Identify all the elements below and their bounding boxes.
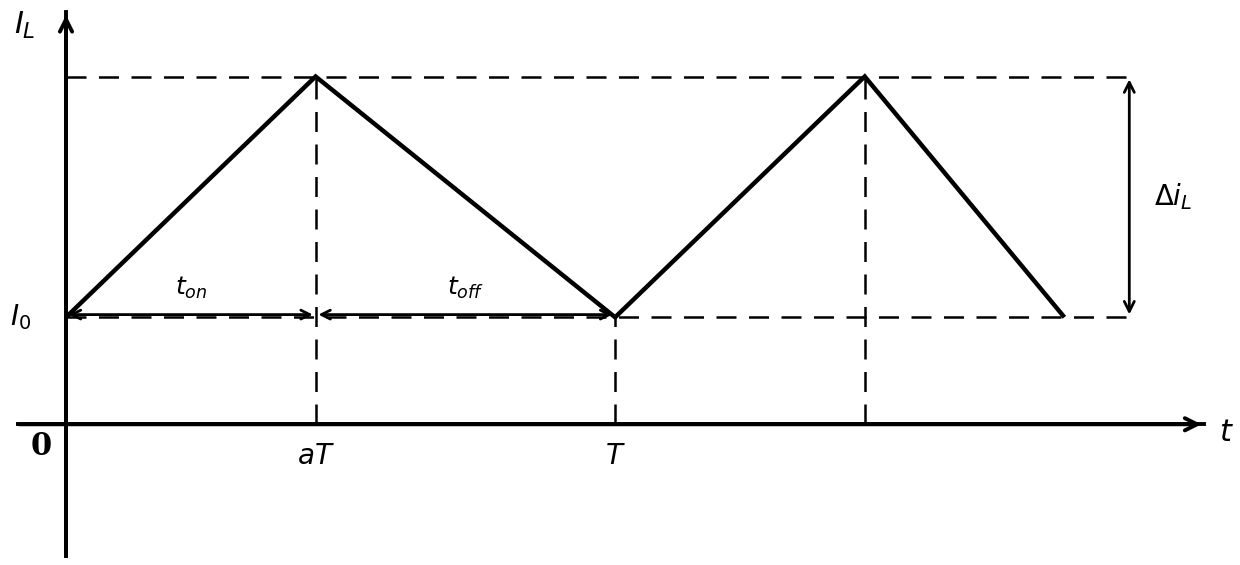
Text: $t$: $t$ (1219, 417, 1234, 448)
Text: $aT$: $aT$ (296, 443, 335, 470)
Text: $t_{on}$: $t_{on}$ (175, 275, 207, 301)
Text: $I_L$: $I_L$ (15, 10, 36, 41)
Text: $T$: $T$ (605, 443, 625, 470)
Text: 0: 0 (31, 431, 52, 462)
Text: $I_0$: $I_0$ (10, 302, 31, 332)
Text: $\Delta i_L$: $\Delta i_L$ (1154, 181, 1193, 212)
Text: $t_{off}$: $t_{off}$ (446, 275, 484, 301)
